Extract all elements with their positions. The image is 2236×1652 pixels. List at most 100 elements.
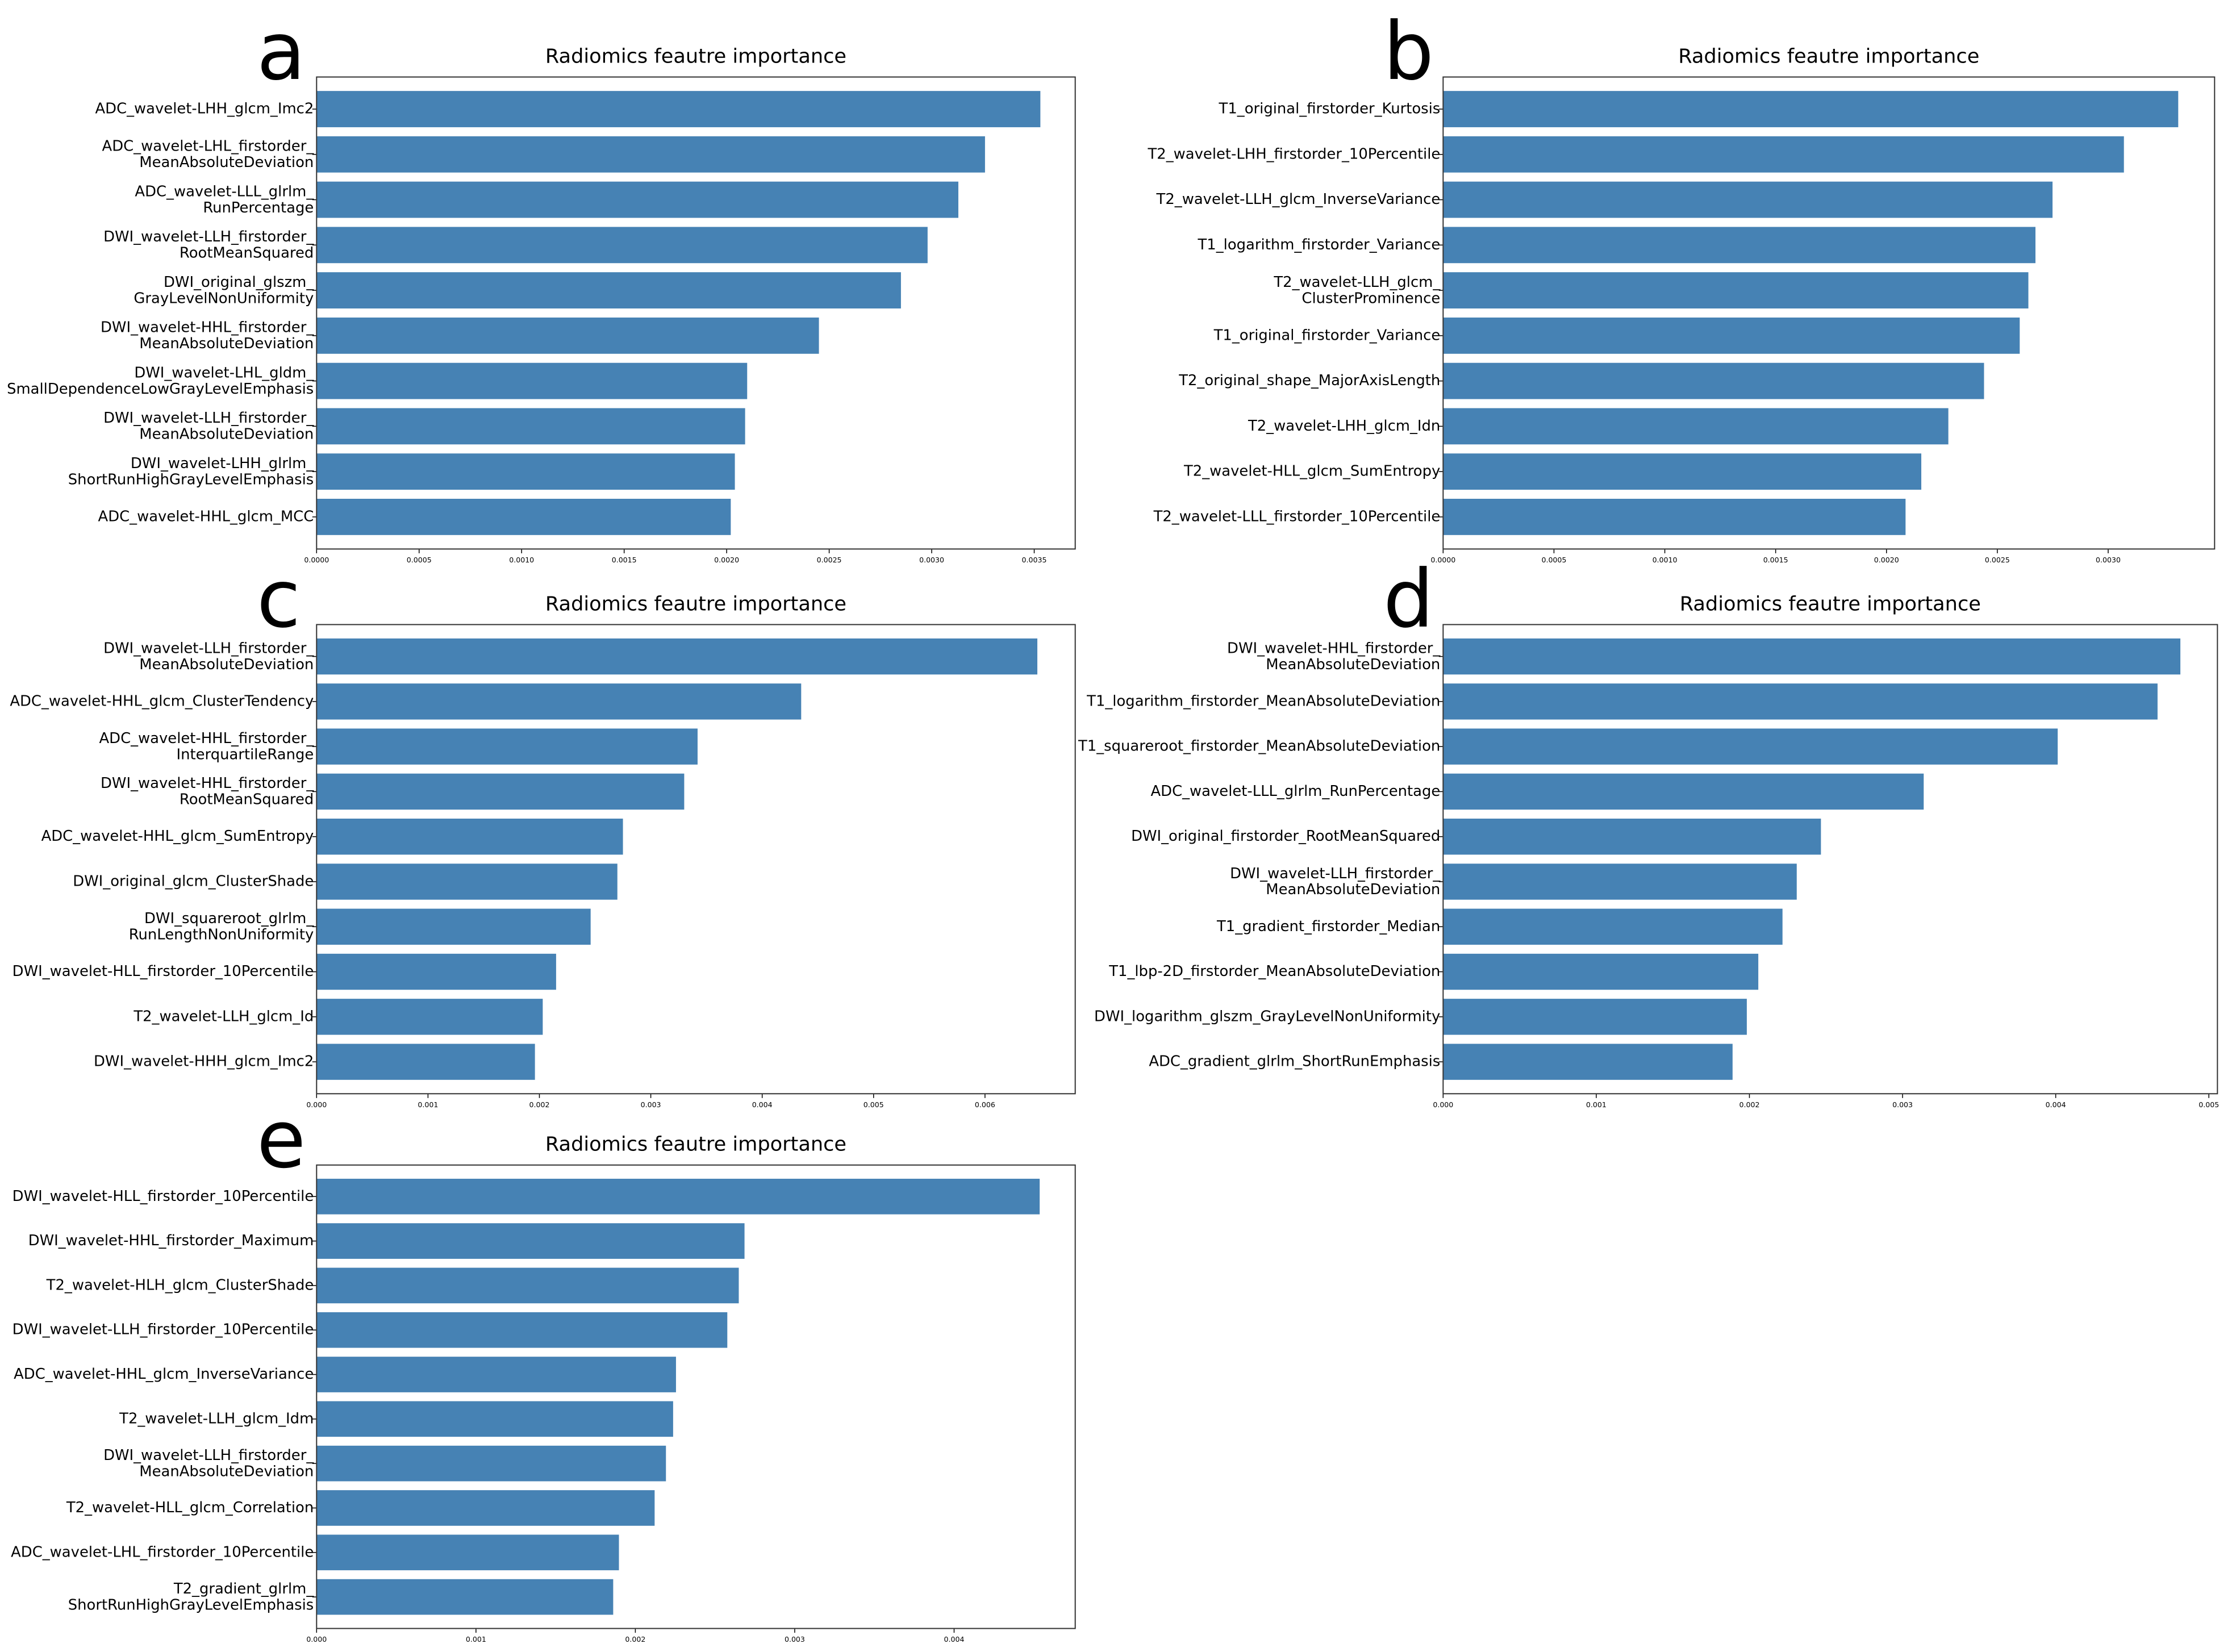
category-label: ADC_wavelet-HHL_glcm_ClusterTendency [10,692,314,710]
category-label: T2_wavelet-LLH_glcm_Idm [119,1410,314,1427]
category-label: DWI_wavelet-HHL_firstorder_Maximum [28,1232,314,1249]
bar [316,181,958,218]
category-label: ADC_wavelet-LHL_firstorder_ MeanAbsoluteD… [102,137,315,170]
category-label: T2_wavelet-LLH_glcm_ ClusterProminence [1273,273,1441,306]
bar [316,1579,614,1615]
bar [1443,863,1797,900]
panel-letter: a [257,6,306,98]
x-tick-label: 0.0015 [1763,556,1788,564]
bar [316,1490,655,1526]
bar [1443,908,1783,945]
bar [316,272,901,308]
x-tick-label: 0.0030 [2096,556,2121,564]
axes-frame [1442,76,2216,550]
bar [1443,91,2179,127]
category-label: DWI_wavelet-HLL_firstorder_10Percentile [12,963,314,980]
bar [1443,317,2020,354]
bar [1443,999,1747,1035]
x-tick-label: 0.0030 [919,556,944,564]
bar [316,408,745,445]
x-tick-label: 0.002 [529,1100,550,1109]
category-label: ADC_wavelet-HHL_glcm_MCC [98,508,314,525]
x-tick-label: 0.0000 [1430,556,1455,564]
bar [316,91,1041,127]
bar [316,1357,676,1392]
axes-frame [316,624,1076,1095]
category-label: DWI_wavelet-LLH_firstorder_ MeanAbsoluteD… [103,1446,314,1479]
x-tick-label: 0.0015 [612,556,637,564]
x-tick-label: 0.002 [625,1635,645,1643]
bar [316,1445,666,1482]
x-tick-label: 0.003 [1892,1100,1913,1109]
panel-letter: b [1383,6,1434,98]
category-label: T1_lbp-2D_firstorder_MeanAbsoluteDeviati… [1108,963,1440,980]
x-tick-label: 0.005 [863,1100,884,1109]
category-label: ADC_gradient_glrlm_ShortRunEmphasis [1149,1053,1440,1070]
x-tick-label: 0.000 [1433,1100,1453,1109]
category-label: DWI_original_glszm_ GrayLevelNonUniformit… [134,273,314,306]
bar [1443,453,1922,490]
bar [1443,773,1924,810]
panel-letter: e [257,1094,306,1186]
bar [1443,136,2124,173]
category-label: DWI_wavelet-HHL_firstorder_ MeanAbsoluteD… [101,319,314,352]
chart-title: Radiomics feautre importance [545,592,846,615]
category-label: T2_wavelet-LHH_firstorder_10Percentile [1148,145,1441,162]
category-label: DWI_logarithm_glszm_GrayLevelNonUniformi… [1094,1008,1440,1025]
bar [316,728,698,765]
category-label: ADC_wavelet-HHL_glcm_InverseVariance [14,1366,314,1383]
x-tick-label: 0.003 [641,1100,661,1109]
x-tick-label: 0.0025 [817,556,842,564]
bar [316,499,731,535]
x-tick-label: 0.0020 [1874,556,1899,564]
bar [1443,408,1949,445]
bar [316,638,1038,675]
bar [1443,728,2058,765]
category-label: ADC_wavelet-LHH_glcm_Imc2 [95,101,314,118]
category-label: ADC_wavelet-HHL_glcm_SumEntropy [41,828,314,845]
bar [316,953,556,990]
category-label: DWI_wavelet-LLH_firstorder_ MeanAbsoluteD… [103,410,314,443]
bar [316,999,543,1035]
category-label: T1_original_firstorder_Variance [1213,327,1441,344]
bar [316,863,618,900]
axes-frame [1442,624,2218,1095]
category-label: T2_wavelet-HLL_glcm_Correlation [66,1499,314,1516]
bar [316,908,591,945]
category-label: DWI_wavelet-HHH_glcm_Imc2 [94,1053,314,1070]
bar [316,1401,673,1437]
category-label: DWI_wavelet-LLH_firstorder_ RootMeanSquar… [103,228,314,261]
axes-frame [316,76,1076,550]
bar [1443,499,1906,535]
x-tick-label: 0.001 [1586,1100,1607,1109]
bar [1443,819,1821,855]
x-tick-label: 0.004 [944,1635,965,1643]
bar [316,227,928,264]
x-tick-label: 0.0005 [407,556,432,564]
category-label: T1_original_firstorder_Kurtosis [1219,101,1441,118]
axes-frame [316,1164,1076,1629]
category-label: T1_gradient_firstorder_Median [1216,918,1440,935]
bar [316,362,748,399]
bar [316,819,623,855]
category-label: DWI_wavelet-HLL_firstorder_10Percentile [12,1188,314,1205]
x-tick-label: 0.000 [306,1635,327,1643]
category-label: DWI_wavelet-LHL_gldm_ SmallDependenceLowG… [7,364,314,397]
category-label: ADC_wavelet-LLL_glrlm_RunPercentage [135,183,314,216]
category-label: T1_logarithm_firstorder_Variance [1198,236,1441,253]
x-tick-label: 0.003 [785,1635,805,1643]
x-tick-label: 0.004 [2046,1100,2066,1109]
x-tick-label: 0.004 [752,1100,773,1109]
category-label: T2_gradient_glrlm_ ShortRunHighGrayLevelE… [68,1580,315,1613]
bar [1443,953,1759,990]
bar [1443,1044,1733,1080]
category-label: DWI_wavelet-HHL_firstorder_ RootMeanSquar… [101,775,314,808]
bar [316,1267,739,1304]
x-tick-label: 0.000 [306,1100,327,1109]
bar [316,453,735,490]
bar [1443,638,2181,675]
category-label: T2_wavelet-HLL_glcm_SumEntropy [1183,463,1440,480]
category-label: T2_wavelet-LLL_firstorder_10Percentile [1153,508,1441,525]
